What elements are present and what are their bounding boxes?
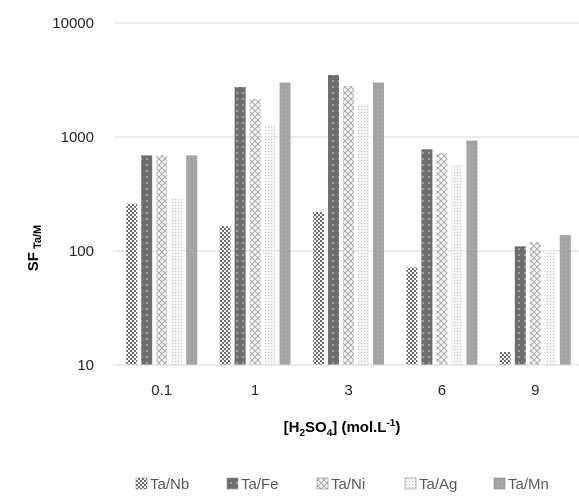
- x-axis-ticks: 0.1 1 3 6 9: [151, 382, 539, 399]
- legend: Ta/Nb Ta/Fe Ta/Ni Ta/Ag Ta/Mn: [135, 476, 549, 493]
- legend-item-ta-mn: Ta/Mn: [493, 476, 549, 493]
- legend-label: Ta/Ag: [419, 476, 457, 493]
- bar-ta-ag-3: [358, 103, 369, 365]
- x-axis-title-sub1: 2: [299, 428, 305, 439]
- legend-swatch: [316, 477, 329, 490]
- x-axis-title-part4: ): [395, 419, 400, 436]
- bar-ta-nb-0.1: [126, 203, 138, 365]
- bar-ta-ag-0.1: [171, 198, 183, 365]
- x-tick-label-1: 1: [251, 382, 259, 399]
- legend-swatch: [493, 477, 506, 490]
- x-axis-title-sub2: 4: [327, 428, 333, 439]
- bar-ta-fe-9: [514, 246, 526, 365]
- bar-ta-fe-1: [234, 86, 246, 365]
- y-tick-label-10: 10: [77, 357, 94, 374]
- x-axis-title: [H2SO4] (mol.L-1): [284, 418, 401, 439]
- y-tick-label-10000: 10000: [52, 15, 94, 32]
- bar-ta-ni-0.1: [156, 155, 168, 365]
- y-tick-label-1000: 1000: [61, 129, 94, 146]
- legend-label: Ta/Nb: [150, 476, 189, 493]
- bar-ta-nb-6: [406, 267, 418, 365]
- bar-ta-fe-6: [421, 149, 433, 365]
- x-tick-label-3: 3: [344, 382, 352, 399]
- bar-ta-mn-6: [466, 140, 478, 365]
- x-axis-title-part3: ] (mol.L: [332, 419, 386, 436]
- x-axis-title-sup: -1: [386, 418, 395, 429]
- bar-ta-mn-1: [279, 82, 291, 365]
- x-tick-label-9: 9: [531, 382, 539, 399]
- legend-item-ta-ag: Ta/Ag: [404, 476, 457, 493]
- y-axis-title-main: SF: [25, 252, 42, 271]
- legend-swatch: [135, 477, 148, 490]
- y-axis-title-sub: Ta/M: [32, 225, 44, 249]
- bar-ta-mn-3: [373, 82, 384, 365]
- x-axis-title-part1: [H: [284, 419, 300, 436]
- legend-item-ta-nb: Ta/Nb: [135, 476, 189, 493]
- y-tick-label-100: 100: [69, 243, 94, 260]
- legend-swatch: [404, 477, 417, 490]
- y-axis-ticks: 10 100 1000 10000: [52, 15, 94, 374]
- bar-ta-ag-9: [544, 251, 556, 365]
- x-axis-title-part2: SO: [305, 419, 327, 436]
- bar-ta-ni-1: [249, 99, 261, 365]
- bar-ta-nb-9: [499, 352, 511, 365]
- bar-ta-nb-3: [313, 211, 324, 365]
- legend-item-ta-ni: Ta/Ni: [316, 476, 365, 493]
- legend-label: Ta/Fe: [241, 476, 279, 493]
- bar-ta-ni-6: [436, 153, 448, 365]
- bar-ta-mn-0.1: [186, 155, 198, 365]
- bar-ta-ag-6: [451, 164, 463, 365]
- bar-ta-fe-0.1: [141, 155, 153, 365]
- bar-ta-fe-3: [328, 74, 339, 365]
- bar-ta-nb-1: [219, 226, 231, 365]
- legend-label: Ta/Ni: [331, 476, 365, 493]
- y-axis-title: SF Ta/M: [25, 225, 44, 271]
- bar-ta-ni-3: [343, 86, 354, 365]
- x-tick-label-0.1: 0.1: [151, 382, 172, 399]
- bar-ta-mn-9: [559, 235, 571, 365]
- bar-ta-ni-9: [529, 241, 541, 365]
- legend-item-ta-fe: Ta/Fe: [226, 476, 279, 493]
- legend-swatch: [226, 477, 239, 490]
- x-tick-label-6: 6: [438, 382, 446, 399]
- bar-ta-ag-1: [264, 125, 276, 365]
- legend-label: Ta/Mn: [508, 476, 549, 493]
- bars: [126, 74, 571, 365]
